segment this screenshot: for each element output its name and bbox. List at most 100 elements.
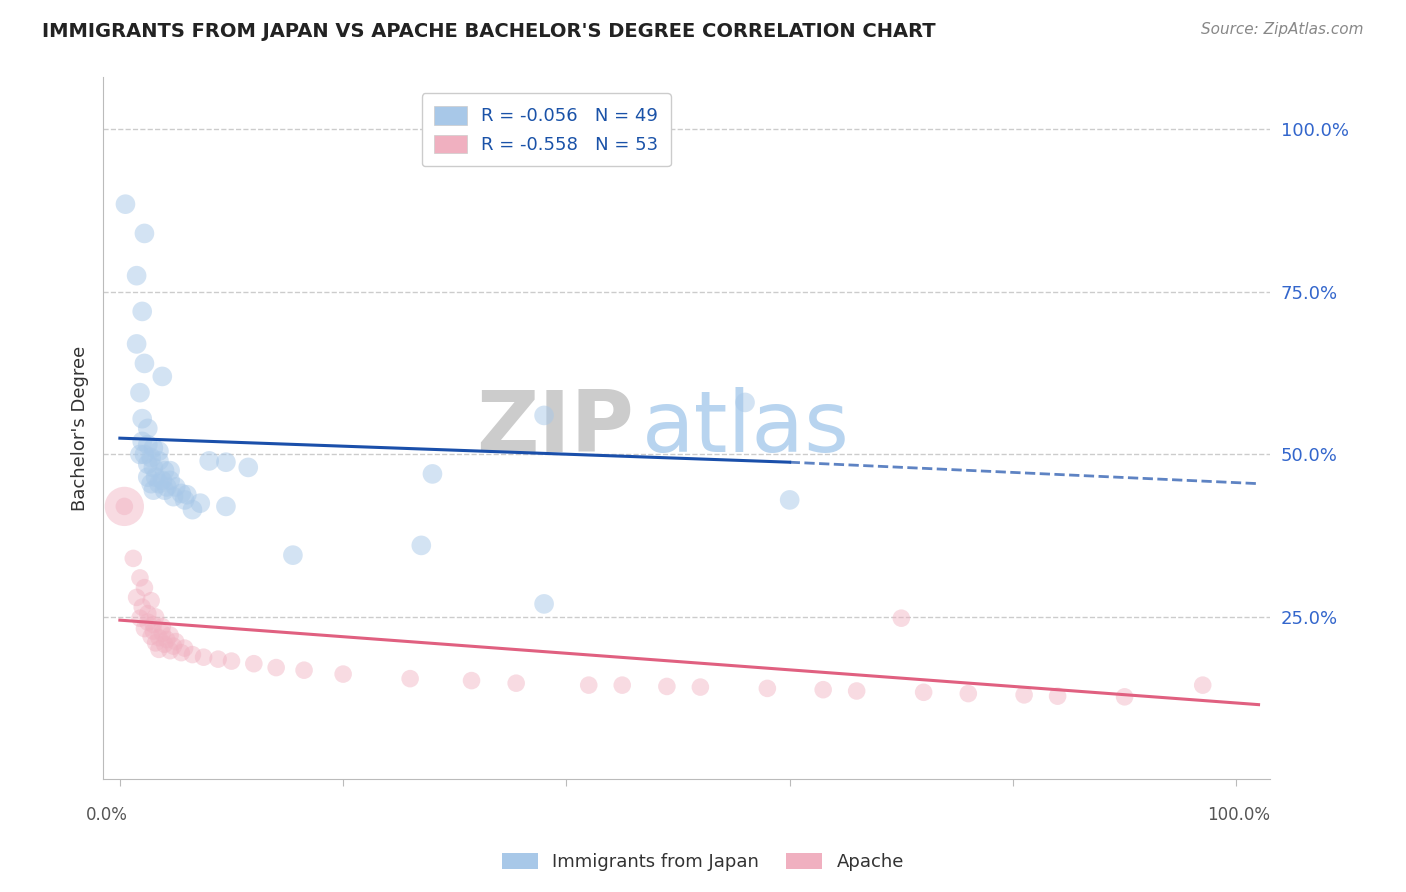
Point — [159, 628, 181, 642]
Point — [142, 483, 165, 498]
Point — [129, 611, 152, 625]
Point — [131, 304, 153, 318]
Point — [134, 227, 156, 241]
Point — [156, 480, 179, 494]
Point — [131, 600, 153, 615]
Point — [612, 678, 634, 692]
Point — [198, 454, 221, 468]
Text: IMMIGRANTS FROM JAPAN VS APACHE BACHELOR'S DEGREE CORRELATION CHART: IMMIGRANTS FROM JAPAN VS APACHE BACHELOR… — [42, 22, 936, 41]
Text: 0.0%: 0.0% — [86, 806, 128, 824]
Point — [139, 450, 162, 465]
Point — [181, 648, 204, 662]
Point — [125, 337, 148, 351]
Point — [170, 646, 193, 660]
Point — [136, 607, 159, 621]
Point — [136, 437, 159, 451]
Legend: R = -0.056   N = 49, R = -0.558   N = 53: R = -0.056 N = 49, R = -0.558 N = 53 — [422, 94, 671, 167]
Point — [142, 460, 165, 475]
Y-axis label: Bachelor's Degree: Bachelor's Degree — [72, 346, 89, 511]
Point — [957, 687, 980, 701]
Point — [173, 641, 195, 656]
Point — [125, 268, 148, 283]
Point — [142, 624, 165, 639]
Point — [734, 395, 756, 409]
Point — [134, 622, 156, 636]
Point — [193, 650, 215, 665]
Point — [134, 447, 156, 461]
Point — [399, 672, 422, 686]
Point — [129, 447, 152, 461]
Point — [131, 411, 153, 425]
Point — [1191, 678, 1213, 692]
Point — [176, 488, 198, 502]
Text: atlas: atlas — [643, 387, 851, 470]
Point — [170, 486, 193, 500]
Point — [150, 626, 173, 640]
Point — [912, 685, 935, 699]
Point — [890, 611, 912, 625]
Point — [332, 667, 354, 681]
Point — [165, 480, 187, 494]
Point — [142, 617, 165, 632]
Point — [165, 634, 187, 648]
Point — [159, 464, 181, 478]
Point — [1046, 689, 1069, 703]
Point — [148, 476, 170, 491]
Point — [156, 632, 179, 647]
Point — [139, 593, 162, 607]
Point — [779, 492, 801, 507]
Point — [136, 421, 159, 435]
Point — [578, 678, 600, 692]
Point — [139, 476, 162, 491]
Point — [243, 657, 266, 671]
Point — [215, 455, 238, 469]
Point — [145, 636, 167, 650]
Legend: Immigrants from Japan, Apache: Immigrants from Japan, Apache — [495, 846, 911, 879]
Point — [215, 500, 238, 514]
Point — [145, 470, 167, 484]
Point — [153, 464, 176, 478]
Point — [131, 434, 153, 449]
Point — [411, 538, 433, 552]
Point — [422, 467, 444, 481]
Point — [145, 610, 167, 624]
Point — [655, 680, 678, 694]
Point — [533, 409, 555, 423]
Point — [188, 496, 211, 510]
Point — [150, 620, 173, 634]
Point — [136, 615, 159, 629]
Point — [162, 639, 184, 653]
Point — [221, 654, 243, 668]
Point — [134, 356, 156, 370]
Point — [811, 682, 834, 697]
Point — [238, 460, 260, 475]
Point — [281, 548, 304, 562]
Point — [159, 643, 181, 657]
Point — [159, 474, 181, 488]
Point — [756, 681, 779, 696]
Point — [153, 483, 176, 498]
Point — [505, 676, 527, 690]
Text: 100.0%: 100.0% — [1206, 806, 1270, 824]
Point — [153, 637, 176, 651]
Point — [112, 500, 135, 514]
Point — [148, 631, 170, 645]
Point — [129, 385, 152, 400]
Point — [150, 369, 173, 384]
Point — [136, 470, 159, 484]
Point — [292, 663, 315, 677]
Point — [264, 660, 287, 674]
Point — [460, 673, 482, 688]
Text: Source: ZipAtlas.com: Source: ZipAtlas.com — [1201, 22, 1364, 37]
Point — [1012, 688, 1035, 702]
Point — [181, 502, 204, 516]
Point — [207, 652, 229, 666]
Point — [162, 490, 184, 504]
Point — [125, 591, 148, 605]
Point — [122, 551, 145, 566]
Point — [148, 444, 170, 458]
Point — [142, 441, 165, 455]
Point — [150, 474, 173, 488]
Point — [114, 197, 136, 211]
Point — [129, 571, 152, 585]
